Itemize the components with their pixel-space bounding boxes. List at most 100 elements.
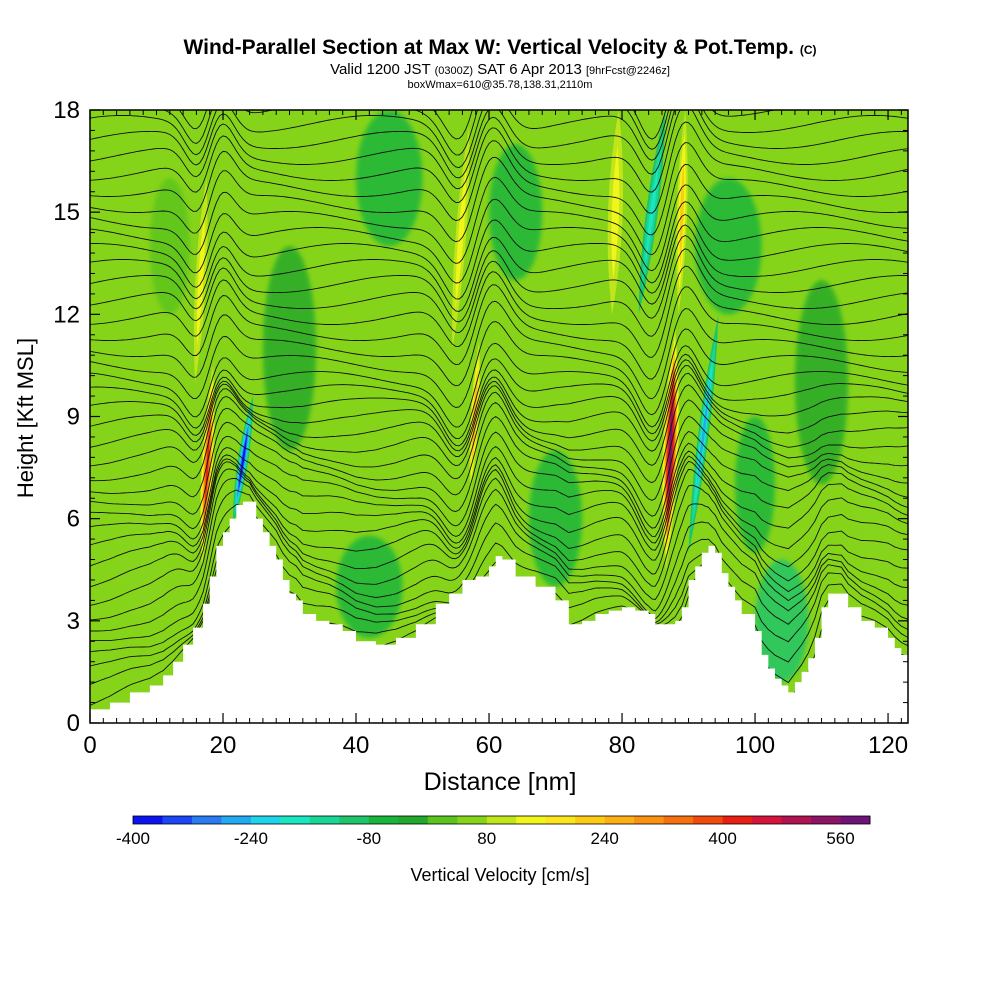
velocity-plume-6-level-2 <box>644 157 660 267</box>
y-tick-label-9: 9 <box>67 404 80 431</box>
y-tick-label-6: 6 <box>67 506 80 533</box>
colorbar-label: Vertical Velocity [cm/s] <box>410 865 589 885</box>
box-info: boxWmax=610@35.78,138.31,2110m <box>407 79 593 91</box>
isentrope-line-104 <box>90 110 908 169</box>
x-tick-label-20: 20 <box>210 732 237 759</box>
isentrope-line-84 <box>90 234 908 323</box>
y-tick-label-3: 3 <box>67 608 80 635</box>
x-tick-label-100: 100 <box>735 732 775 759</box>
field-patch-2 <box>356 110 423 247</box>
isentrope-line-52 <box>90 445 908 544</box>
isentrope-line-82 <box>90 248 908 337</box>
colorbar-swatch-19 <box>693 816 724 824</box>
x-tick-label-80: 80 <box>609 732 636 759</box>
x-tick-label-0: 0 <box>83 732 96 759</box>
isentrope-line-74 <box>90 321 908 416</box>
isentrope-line-62 <box>90 384 908 484</box>
colorbar-swatch-8 <box>368 816 399 824</box>
y-tick-label-0: 0 <box>67 710 80 737</box>
isentrope-line-86 <box>90 224 908 312</box>
y-tick-label-18: 18 <box>53 97 80 124</box>
y-axis-label: Height [Kft MSL] <box>13 338 38 498</box>
isentrope-line-48 <box>90 458 908 568</box>
colorbar-tick-label--240: -240 <box>234 829 268 848</box>
x-tick-label-40: 40 <box>343 732 370 759</box>
field-patch-9 <box>735 416 775 553</box>
isentrope-line-72 <box>90 342 908 428</box>
terrain-mask <box>90 501 908 723</box>
colorbar-swatch-18 <box>663 816 694 824</box>
colorbar-swatch-22 <box>781 816 812 824</box>
valid-prefix: Valid 1200 JST <box>330 61 431 78</box>
field-patch-6 <box>336 535 403 638</box>
colorbar: -400 -240 -80 80 240 400 560 <box>116 815 871 848</box>
field-patch-1 <box>262 246 317 451</box>
field-patch-5 <box>794 280 849 485</box>
valid-utc: (0300Z) <box>434 65 474 77</box>
axes: 0 20 40 60 80 100 120 0 3 6 9 12 15 18 <box>53 97 908 759</box>
isentrope-line-98 <box>90 121 908 214</box>
isentrope-line-36 <box>90 519 908 653</box>
isentrope-line-42 <box>90 478 908 621</box>
chart-title: Wind-Parallel Section at Max W: Vertical… <box>0 36 1000 62</box>
colorbar-swatch-23 <box>811 816 842 824</box>
colorbar-swatch-2 <box>191 816 222 824</box>
colorbar-swatch-1 <box>162 816 193 824</box>
isentrope-line-54 <box>90 431 908 537</box>
colorbar-swatch-5 <box>280 816 311 824</box>
velocity-plume-2-level-1 <box>196 213 205 347</box>
colorbar-tick-label-240: 240 <box>590 829 618 848</box>
colorbar-swatch-12 <box>486 816 517 824</box>
y-tick-label-15: 15 <box>53 199 80 226</box>
title-main: Wind-Parallel Section at Max W: Vertical… <box>183 36 794 59</box>
isentrope-line-92 <box>90 176 908 272</box>
colorbar-swatch-11 <box>457 816 488 824</box>
isentrope-line-78 <box>90 284 908 380</box>
colorbar-tick-label-560: 560 <box>826 829 854 848</box>
x-axis-label: Distance [nm] <box>424 768 577 796</box>
copyright-mark: (C) <box>799 43 817 57</box>
x-tick-label-120: 120 <box>868 732 908 759</box>
isentrope-line-60 <box>90 391 908 501</box>
colorbar-frame <box>132 815 871 825</box>
isentrope-line-64 <box>90 372 908 466</box>
colorbar-swatch-16 <box>604 816 635 824</box>
valid-time-line: Valid 1200 JST (0300Z) SAT 6 Apr 2013 [9… <box>0 62 1000 79</box>
colorbar-swatch-24 <box>840 816 871 824</box>
colorbar-swatch-7 <box>339 816 370 824</box>
colorbar-swatch-21 <box>752 816 783 824</box>
isentrope-line-66 <box>90 365 908 452</box>
isentrope-line-88 <box>90 213 908 300</box>
isentrope-line-90 <box>90 198 908 284</box>
isentrope-line-102 <box>90 110 908 179</box>
isentrope-line-44 <box>90 468 908 606</box>
isentrope-line-68 <box>90 359 908 447</box>
colorbar-swatch-0 <box>133 816 163 824</box>
field-patch-0 <box>149 178 190 315</box>
field-patch-11 <box>854 450 895 587</box>
velocity-field <box>116 110 895 683</box>
y-tick-label-12: 12 <box>53 301 80 328</box>
isentrope-line-80 <box>90 265 908 358</box>
valid-date: SAT 6 Apr 2013 <box>477 61 582 78</box>
forecast-info: [9hrFcst@2246z] <box>585 65 670 77</box>
isentrope-line-96 <box>90 140 908 236</box>
colorbar-tick-label-80: 80 <box>477 829 496 848</box>
isentrope-line-94 <box>90 156 908 256</box>
field-patch-4 <box>695 178 762 315</box>
colorbar-swatch-9 <box>398 816 429 824</box>
isentrope-line-46 <box>90 461 908 588</box>
colorbar-swatch-20 <box>722 816 753 824</box>
colorbar-swatch-6 <box>309 816 340 824</box>
isentrope-line-70 <box>90 353 908 440</box>
velocity-plume-1-level-4 <box>238 432 248 490</box>
title-block: Wind-Parallel Section at Max W: Vertical… <box>0 36 1000 91</box>
colorbar-swatch-10 <box>427 816 458 824</box>
colorbar-swatch-15 <box>575 816 606 824</box>
isentrope-line-50 <box>90 454 908 551</box>
velocity-plume-0-level-5 <box>205 424 210 508</box>
field-patch-3 <box>489 144 543 281</box>
isentrope-line-38 <box>90 504 908 642</box>
isentrope-line-56 <box>90 415 908 529</box>
